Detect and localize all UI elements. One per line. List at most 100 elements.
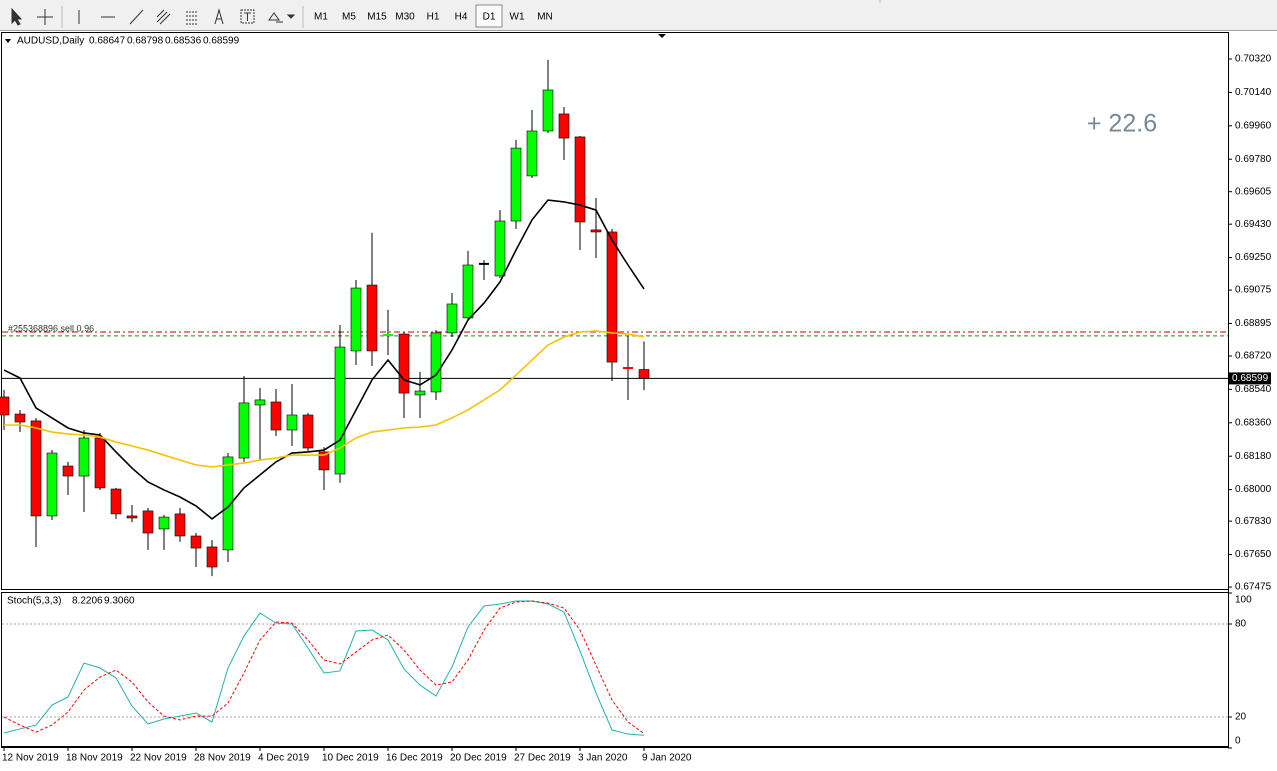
x-tick-label: 27 Dec 2019 [514,753,571,764]
candle-body [542,89,554,132]
stoch-main-value: 8.2206 [72,596,103,607]
y-tick-label: 0.70320 [1235,54,1272,65]
y-tick-label: 0.69960 [1235,120,1272,131]
timeframe-button[interactable]: D1 [483,12,496,23]
crosshair-tool[interactable] [37,9,53,25]
label-tool[interactable] [240,9,255,24]
candle-body [398,333,410,394]
stoch-main [3,600,645,736]
candle-body [350,287,362,352]
profit-annotation: + 22.6 [1087,110,1157,138]
candle-body [526,130,538,177]
chart-shift-marker [658,34,666,38]
toolbar [0,0,1277,30]
moving-average [3,199,645,520]
cursor-tool[interactable] [11,7,23,26]
stoch-y-tick-label: 0 [1235,736,1241,747]
channel-tool[interactable] [156,9,171,25]
candle-body [510,147,522,222]
timeframe-button[interactable]: H1 [427,12,440,23]
candle-body [302,414,314,449]
candle-body [158,516,170,530]
candle-body [14,413,26,423]
candle-body [0,396,10,416]
candle-body [126,515,138,519]
stoch-y-tick-label: 80 [1235,619,1247,630]
y-tick-label: 0.67830 [1235,516,1272,527]
candle-body [590,229,602,233]
candle-body [334,346,346,475]
y-tick-label: 0.67475 [1235,582,1272,593]
candle-body [606,231,618,363]
candle-body [206,546,218,568]
high-value: 0.68798 [127,36,164,47]
candle-body [574,136,586,223]
candle-body [270,401,282,431]
label-tool-glyph [244,12,251,21]
candle-body [366,284,378,352]
trendline-tool[interactable] [129,9,144,25]
stoch-y-tick-label: 20 [1235,712,1247,723]
timeframe-bar: M1 M5 M15 M30 H1 H4 D1 W1 MN [314,4,553,28]
y-tick-label: 0.68720 [1235,351,1272,362]
candle-body [142,510,154,534]
timeframe-button[interactable]: M5 [342,12,356,23]
candle-body [110,488,122,515]
stoch-signal [3,600,645,734]
order-label: #255368896 sell 0.96 [8,323,94,333]
y-tick-label: 0.69430 [1235,219,1272,230]
x-tick-label: 28 Nov 2019 [194,753,251,764]
y-tick-label: 0.68180 [1235,451,1272,462]
open-value: 0.68647 [89,36,126,47]
y-tick-label: 0.69075 [1235,285,1272,296]
timeframe-button[interactable]: M15 [367,12,387,23]
symbol-title: AUDUSD,Daily [17,36,84,47]
stoch-y-tick-label: 100 [1235,595,1252,606]
close-value: 0.68599 [203,36,240,47]
header-arrow [5,39,11,43]
stoch-title: Stoch(5,3,3) [7,596,61,607]
timeframe-button[interactable]: MN [537,12,553,23]
timeframe-active [475,4,503,28]
timeframe-button[interactable]: H4 [455,12,468,23]
y-tick-label: 0.68540 [1235,384,1272,395]
shapes-tool[interactable] [268,12,283,23]
stochastic-panel [1,592,1229,747]
candle-body [558,113,570,139]
current-price-label: 0.68599 [1232,373,1269,384]
y-tick-label: 0.68895 [1235,318,1272,329]
timeframe-button[interactable]: M30 [395,12,415,23]
x-tick-label: 12 Nov 2019 [2,753,59,764]
x-tick-label: 10 Dec 2019 [322,753,379,764]
candle-body [430,332,442,393]
current-price-box [1229,372,1271,385]
x-tick-label: 4 Dec 2019 [258,753,310,764]
candle-body [94,437,106,489]
candle-body [174,513,186,537]
x-tick-label: 20 Dec 2019 [450,753,507,764]
candle-body [254,399,266,406]
candle-body [446,303,458,334]
candle-body [222,456,234,551]
text-tool[interactable] [214,8,224,25]
y-tick-label: 0.69250 [1235,252,1272,263]
x-tick-label: 22 Nov 2019 [130,753,187,764]
y-tick-label: 0.69605 [1235,186,1272,197]
drawing-tools [11,6,304,28]
y-tick-label: 0.68360 [1235,417,1272,428]
stoch-signal-value: 9.3060 [104,596,135,607]
dropdown-arrow[interactable] [286,14,296,19]
y-tick-label: 0.67650 [1235,549,1272,560]
x-tick-label: 18 Nov 2019 [66,753,123,764]
candle-body [190,535,202,549]
low-value: 0.68536 [165,36,202,47]
fibo-tool[interactable] [186,11,198,25]
candle-body [286,414,298,431]
timeframe-button[interactable]: M1 [314,12,328,23]
candle-body [238,402,250,459]
timeframe-button[interactable]: W1 [510,12,525,23]
x-tick-label: 16 Dec 2019 [386,753,443,764]
x-tick-label: 9 Jan 2020 [642,753,692,764]
candle-body [78,437,90,477]
